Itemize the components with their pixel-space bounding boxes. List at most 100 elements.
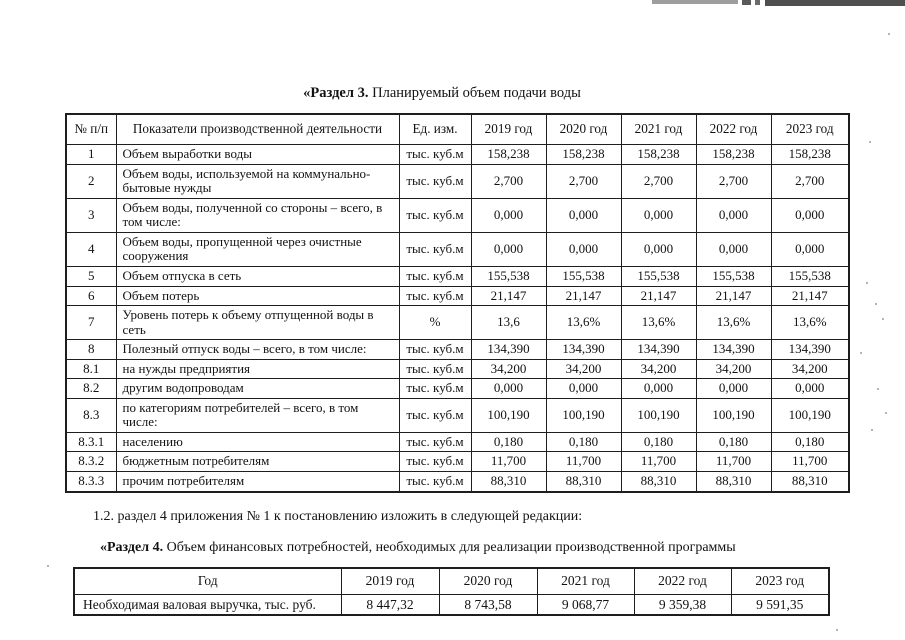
scan-artifact-dash [742,0,751,5]
indicator-cell: Полезный отпуск воды – всего, в том числ… [115,339,400,360]
section4-title: «Раздел 4. Объем финансовых потребностей… [100,540,905,556]
value-cell: 100,190 [770,397,850,433]
value-cell: 2,700 [545,163,622,199]
indicator-cell: Объем потерь [115,285,400,307]
row-num-cell: 7 [65,305,117,341]
header-cell-indicator: Показатели производственной деятельности [115,113,400,146]
value-cell: 155,538 [695,265,772,287]
unit-cell: тыс. куб.м [398,197,472,233]
value-cell: 158,238 [545,144,622,165]
value-cell: 0,000 [770,378,850,399]
table-row: 5 Объем отпуска в сеть тыс. куб.м 155,538 15… [65,265,850,287]
value-cell: 134,390 [695,339,772,360]
water-supply-table: № п/п Показатели производственной деятел… [65,113,850,493]
scan-noise-dot [885,412,887,414]
value-cell: 2,700 [695,163,772,199]
value-cell: 134,390 [620,339,697,360]
indicator-cell: другим водопроводам [115,378,400,399]
header-cell-2021: 2021 год [620,113,697,146]
unit-cell: тыс. куб.м [398,358,472,380]
value-cell: 134,390 [470,339,547,360]
value-cell: 0,180 [695,431,772,453]
row-num-cell: 6 [65,285,117,307]
value-cell: 134,390 [545,339,622,360]
value-cell: 0,000 [695,197,772,233]
value-cell: 88,310 [770,470,850,493]
value-cell: 88,310 [620,470,697,493]
value-cell: 2,700 [770,163,850,199]
value-cell: 155,538 [470,265,547,287]
indicator-cell: Уровень потерь к объему отпущенной воды … [115,305,400,341]
indicator-cell: бюджетным потребителям [115,451,400,472]
value-cell: 100,190 [695,397,772,433]
value-cell: 0,180 [470,431,547,453]
scan-noise-dot [836,629,838,631]
unit-cell: тыс. куб.м [398,397,472,433]
header-cell-num: № п/п [65,113,117,146]
value-cell: 9 591,35 [730,593,830,616]
value-cell: 8 447,32 [340,593,440,616]
indicator-cell: Объем воды, используемой на коммунально-… [115,163,400,199]
indicator-cell: Объем отпуска в сеть [115,265,400,287]
header-cell-unit: Ед. изм. [398,113,472,146]
value-cell: 0,000 [695,378,772,399]
header-cell-2023: 2023 год [730,567,830,595]
row-num-cell: 8.3.2 [65,451,117,472]
value-cell: 34,200 [695,358,772,380]
table-row: 8.2 другим водопроводам тыс. куб.м 0,000 0,0… [65,378,850,399]
value-cell: 88,310 [545,470,622,493]
row-num-cell: 8 [65,339,117,360]
header-cell-2021: 2021 год [536,567,635,595]
water-supply-table-header: № п/п Показатели производственной деятел… [65,113,850,146]
scan-noise-dot [888,33,890,35]
value-cell: 134,390 [770,339,850,360]
value-cell: 21,147 [770,285,850,307]
value-cell: 11,700 [770,451,850,472]
value-cell: 100,190 [545,397,622,433]
scan-noise-dot [871,429,873,431]
value-cell: 11,700 [695,451,772,472]
row-num-cell: 8.3.1 [65,431,117,453]
water-supply-table-body: 1 Объем выработки воды тыс. куб.м 158,238 15… [65,144,850,493]
unit-cell: тыс. куб.м [398,265,472,287]
row-num-cell: 2 [65,163,117,199]
unit-cell: тыс. куб.м [398,285,472,307]
scan-noise-dot [875,303,877,305]
value-cell: 0,000 [770,197,850,233]
value-cell: 155,538 [770,265,850,287]
header-row: Год 2019 год 2020 год 2021 год 2022 год … [73,567,830,595]
scan-noise-dot [877,388,879,390]
table-row: 8.3 по категориям потребителей – всего, в… [65,397,850,433]
value-cell: 11,700 [470,451,547,472]
value-cell: 100,190 [620,397,697,433]
scan-noise-dot [869,141,871,143]
row-num-cell: 8.1 [65,358,117,380]
value-cell: 158,238 [770,144,850,165]
header-cell-2020: 2020 год [545,113,622,146]
gross-revenue-table: Год 2019 год 2020 год 2021 год 2022 год … [73,566,830,617]
row-num-cell: 4 [65,231,117,267]
unit-cell: тыс. куб.м [398,339,472,360]
value-cell: 158,238 [695,144,772,165]
value-cell: 9 068,77 [536,593,635,616]
value-cell: 13,6% [620,305,697,341]
table-row: 8.1 на нужды предприятия тыс. куб.м 34,200 3… [65,358,850,380]
section3-title-number: «Раздел 3. [303,85,369,101]
value-cell: 0,000 [770,231,850,267]
value-cell: 155,538 [620,265,697,287]
row-num-cell: 8.3 [65,397,117,433]
row-num-cell: 8.3.3 [65,470,117,493]
unit-cell: тыс. куб.м [398,451,472,472]
unit-cell: тыс. куб.м [398,163,472,199]
unit-cell: тыс. куб.м [398,378,472,399]
value-cell: 21,147 [695,285,772,307]
value-cell: 0,000 [620,378,697,399]
value-cell: 21,147 [470,285,547,307]
revenue-label-cell: Необходимая валовая выручка, тыс. руб. [73,593,342,616]
table-row: 7 Уровень потерь к объему отпущенной воды… [65,305,850,341]
value-cell: 2,700 [470,163,547,199]
value-cell: 158,238 [470,144,547,165]
header-cell-2023: 2023 год [770,113,850,146]
value-cell: 34,200 [770,358,850,380]
value-cell: 0,180 [770,431,850,453]
